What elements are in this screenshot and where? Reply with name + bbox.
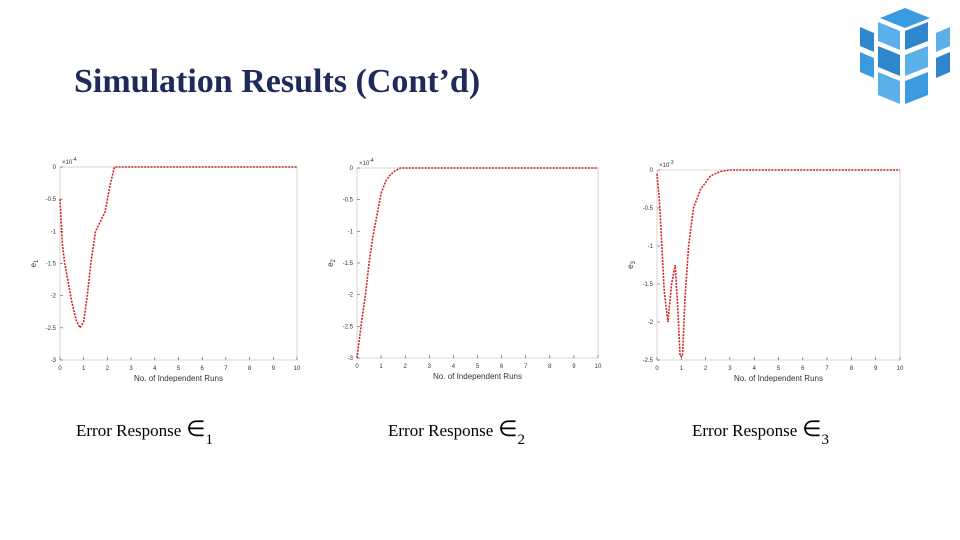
y-tick-label: -2 [648,320,654,326]
x-tick-label: 9 [572,364,576,370]
x-tick-label: 7 [524,364,528,370]
y-axis-subscript: 1 [34,259,40,263]
x-tick-label: 3 [428,364,432,370]
caption-subscript: 3 [821,432,829,448]
caption-text: Error Response [76,421,181,440]
caption: Error Response ∈1 [76,416,213,448]
chart: 0-0.5-1-1.5-2-2.50 1 2 3 4 5 6 7 8 9 10×10-3No. of… [626,160,904,448]
x-tick-label: 0 [655,366,659,372]
caption-symbol: ∈ [498,416,517,441]
y-tick-label: -0.5 [343,198,354,204]
x-tick-label: 4 [153,366,157,372]
y-axis-symbol: e [626,264,635,269]
y-tick-label: -2.5 [343,324,354,330]
y-tick-label: -2.5 [643,358,654,364]
y-axis-symbol: e [29,262,38,267]
x-axis-label: No. of Independent Runs [134,374,223,383]
y-tick-label: -2.5 [46,326,57,332]
plot-frame [656,169,901,361]
x-tick-label: 1 [680,366,684,372]
x-tick-label: 10 [897,366,904,372]
y-tick-label: -1.5 [343,261,354,267]
x-tick-label: 3 [728,366,732,372]
data-line [656,169,900,357]
multiplier: ×10 [659,163,670,169]
y-tick-label: -0.5 [46,197,57,203]
x-tick-label: 9 [272,366,276,372]
x-tick-label: 10 [595,364,602,370]
x-tick-label: 7 [224,366,228,372]
y-tick-label: 0 [350,166,354,172]
plot-frame [356,167,599,359]
x-tick-label: 6 [500,364,504,370]
y-axis-symbol: e [326,262,335,267]
x-tick-label: 2 [106,366,110,372]
x-tick-label: 2 [704,366,708,372]
x-axis-label: No. of Independent Runs [433,372,522,381]
y-tick-label: -1 [348,229,354,235]
y-tick-label: 0 [650,168,654,174]
caption-symbol: ∈ [802,416,821,441]
chart: 0-0.5-1-1.5-2-2.5-30 1 2 3 4 5 6 7 8 9 10×10-4No. … [326,158,602,448]
x-tick-label: 8 [248,366,252,372]
chart: 0-0.5-1-1.5-2-2.5-30 1 2 3 4 5 6 7 8 9 10×10-4No. … [29,157,301,448]
x-tick-label: 8 [548,364,552,370]
x-tick-label: 5 [777,366,781,372]
y-axis-subscript: 3 [631,260,637,264]
x-tick-label: 0 [355,364,359,370]
x-tick-label: 0 [58,366,62,372]
multiplier: ×10 [359,161,370,167]
axis-multiplier: ×10-4 [62,157,77,166]
x-tick-label: 1 [379,364,383,370]
x-tick-label: 9 [874,366,878,372]
multiplier-exponent: -3 [669,160,674,166]
caption-symbol: ∈ [186,416,205,441]
x-tick-label: 2 [404,364,408,370]
y-tick-label: -0.5 [643,206,654,212]
x-tick-label: 10 [294,366,301,372]
x-tick-label: 4 [452,364,456,370]
y-axis-label: e3 [626,260,637,268]
y-axis-label: e2 [326,258,337,266]
data-line [356,167,598,359]
data-line [59,166,297,330]
logo [860,8,950,104]
y-tick-label: -3 [348,356,354,362]
y-tick-label: -1 [51,229,57,235]
caption-subscript: 2 [517,432,525,448]
axis-multiplier: ×10-3 [659,160,674,169]
caption-subscript: 1 [205,432,213,448]
plot-frame [59,166,298,361]
caption-text: Error Response [692,421,797,440]
x-tick-label: 6 [201,366,205,372]
y-tick-label: -2 [51,294,57,300]
y-tick-label: 0 [53,165,57,171]
y-tick-label: -1 [648,244,654,250]
multiplier-exponent: -4 [369,158,374,164]
x-tick-label: 1 [82,366,86,372]
x-tick-label: 6 [801,366,805,372]
x-tick-label: 7 [825,366,829,372]
y-tick-label: -2 [348,293,354,299]
y-axis-subscript: 2 [331,258,337,262]
y-axis-label: e1 [29,259,40,267]
multiplier-exponent: -4 [72,157,77,163]
caption-text: Error Response [388,421,493,440]
x-tick-label: 5 [177,366,181,372]
x-tick-label: 4 [753,366,757,372]
x-tick-label: 3 [129,366,133,372]
slide-title: Simulation Results (Cont’d) [74,63,480,100]
y-tick-label: -1.5 [46,262,57,268]
multiplier: ×10 [62,160,73,166]
x-axis-label: No. of Independent Runs [734,374,823,383]
y-tick-label: -1.5 [643,282,654,288]
x-tick-label: 5 [476,364,480,370]
y-tick-label: -3 [51,358,57,364]
caption: Error Response ∈2 [388,416,525,448]
caption: Error Response ∈3 [692,416,829,448]
axis-multiplier: ×10-4 [359,158,374,167]
x-tick-label: 8 [850,366,854,372]
